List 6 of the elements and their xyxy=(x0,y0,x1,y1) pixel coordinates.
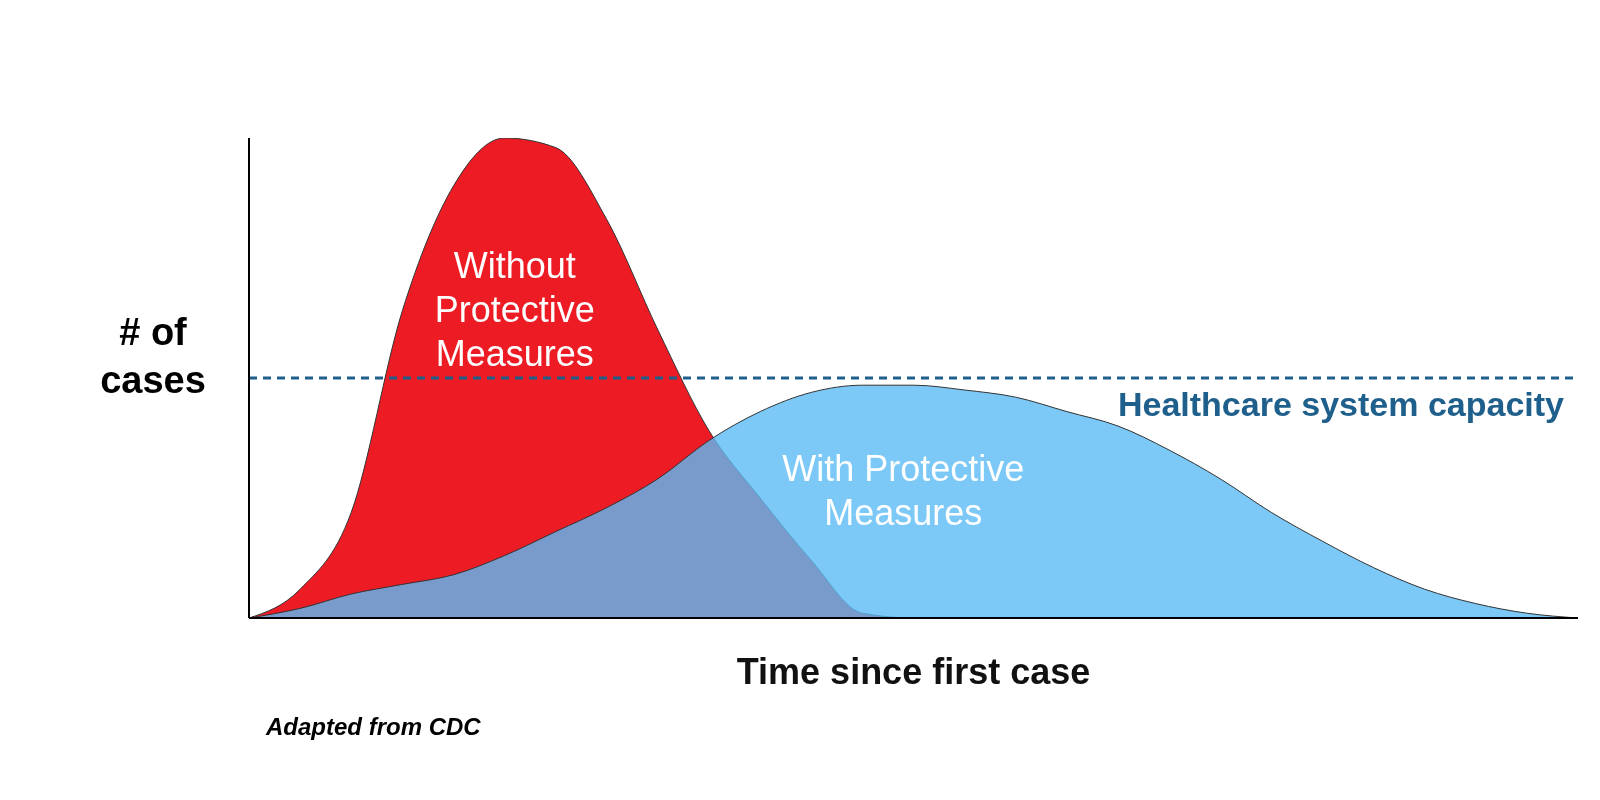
ref-line-label: Healthcare system capacity xyxy=(1117,385,1565,424)
text: Adapted from CDC xyxy=(266,713,481,741)
y-axis-title: # of cases xyxy=(99,310,207,403)
series-label: With Protective Measures xyxy=(782,447,1025,533)
series-label: Without Protective Measures xyxy=(434,245,595,375)
x-axis-title: Time since first case xyxy=(736,651,1091,692)
